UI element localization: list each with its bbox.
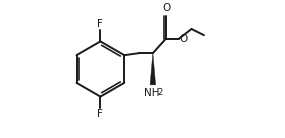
- Text: O: O: [162, 3, 171, 13]
- Text: 2: 2: [157, 88, 163, 97]
- Text: O: O: [180, 34, 188, 44]
- Text: F: F: [97, 109, 103, 119]
- Polygon shape: [150, 53, 156, 85]
- Text: F: F: [97, 19, 103, 29]
- Text: NH: NH: [144, 88, 160, 98]
